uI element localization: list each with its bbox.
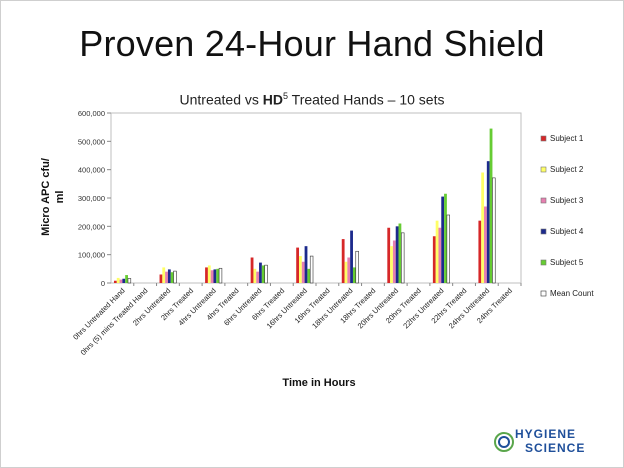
y-axis-label: Micro APC cfu/ml	[40, 158, 66, 236]
bar	[352, 267, 356, 283]
bar	[395, 226, 399, 283]
bar	[432, 236, 436, 283]
chart-title-prefix: Untreated vs	[179, 91, 263, 108]
bar	[355, 250, 359, 284]
bar	[446, 214, 450, 284]
logo-line2: SCIENCE	[525, 441, 586, 455]
bar	[486, 161, 490, 283]
legend-label: Subject 2	[550, 165, 584, 174]
bar	[264, 264, 268, 284]
plot-area	[110, 112, 522, 284]
y-tick-label: 100,000	[78, 251, 105, 260]
bar	[401, 232, 405, 284]
bar	[309, 255, 314, 284]
logo-swirl-icon	[494, 432, 514, 452]
legend-swatch	[540, 197, 547, 204]
bar	[210, 270, 214, 283]
legend-swatch	[540, 166, 547, 173]
bar	[256, 271, 260, 283]
bar	[116, 277, 120, 283]
bar	[259, 262, 262, 283]
bar	[492, 177, 496, 284]
bar	[122, 278, 126, 283]
legend-label: Subject 1	[550, 134, 584, 143]
bar	[444, 193, 447, 283]
legend-label: Subject 5	[550, 258, 584, 267]
legend-label: Subject 3	[550, 196, 584, 205]
bar	[253, 268, 257, 283]
bar	[205, 267, 208, 283]
bar	[481, 172, 485, 283]
legend-label: Subject 4	[550, 227, 584, 236]
legend-swatch	[540, 135, 547, 142]
chart-title-bold: HD	[262, 91, 284, 108]
bar	[299, 256, 302, 283]
x-axis-label: Time in Hours	[282, 377, 355, 389]
y-tick-label: 200,000	[78, 222, 105, 231]
bar	[119, 279, 123, 283]
bar	[390, 246, 393, 283]
bar	[296, 247, 300, 283]
bar	[438, 227, 442, 283]
y-tick-label: 500,000	[78, 137, 105, 146]
chart-title-suffix: Treated Hands – 10 sets	[288, 91, 445, 108]
legend-swatch	[540, 290, 547, 297]
bar	[484, 206, 487, 283]
legend-label: Mean Count	[550, 289, 594, 298]
bar	[250, 257, 254, 283]
bar	[392, 240, 396, 283]
bar	[127, 278, 132, 284]
bar	[170, 272, 174, 283]
bar	[207, 265, 211, 283]
slide-title: Proven 24-Hour Hand Shield	[79, 23, 545, 64]
bar	[441, 196, 445, 283]
bar	[113, 280, 117, 283]
legend-swatch	[540, 228, 547, 235]
legend-swatch	[540, 259, 547, 266]
bar	[216, 268, 220, 283]
chart-title: Untreated vs HD5 Treated Hands – 10 sets	[1, 91, 623, 108]
bar	[218, 267, 223, 284]
bar	[173, 270, 177, 284]
y-tick-label: 300,000	[78, 194, 105, 203]
bar	[261, 265, 265, 283]
bar	[307, 268, 311, 283]
y-tick-label: 0	[101, 279, 105, 288]
bar	[341, 239, 345, 283]
bar	[301, 261, 305, 283]
y-tick-label: 600,000	[78, 109, 105, 118]
bar	[162, 267, 166, 283]
chart-title-sup: 5	[283, 91, 289, 101]
logo-line1: HYGIENE	[515, 427, 577, 441]
bar	[489, 128, 493, 283]
bar	[478, 220, 482, 283]
bar	[213, 269, 217, 283]
bar	[387, 227, 391, 283]
bar	[344, 261, 348, 283]
bar	[398, 223, 402, 283]
bar	[304, 246, 308, 283]
bar	[165, 271, 168, 283]
bar	[435, 220, 439, 283]
bar	[125, 275, 128, 283]
bar	[167, 269, 171, 283]
hygiene-science-logo: HYGIENE SCIENCE	[494, 421, 611, 465]
bar	[347, 257, 351, 283]
y-tick-label: 400,000	[78, 166, 105, 175]
bar	[159, 274, 163, 283]
bar	[350, 230, 353, 283]
